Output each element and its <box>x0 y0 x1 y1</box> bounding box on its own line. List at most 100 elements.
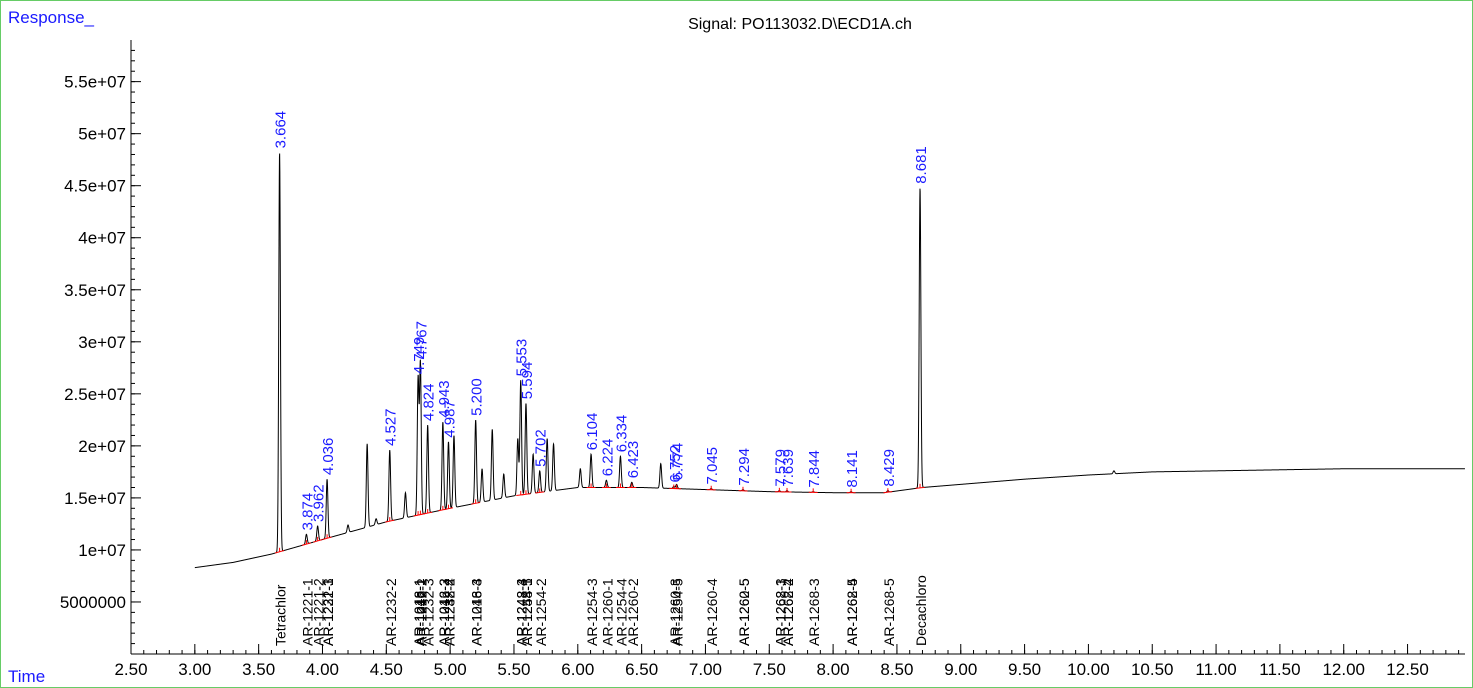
compound-label: AR-1232-1 <box>320 578 336 646</box>
compound-label: AR-1016-3 <box>436 578 452 646</box>
signal-trace <box>194 153 1465 569</box>
compound-label: AR-1260-5 <box>736 578 752 646</box>
peak-label: 4.767 <box>413 321 430 359</box>
x-tick-label: 8.00 <box>817 660 850 679</box>
x-tick-label: 4.50 <box>370 660 403 679</box>
y-tick-label: 5.5e+07 <box>64 73 126 92</box>
y-tick-label: 1e+07 <box>78 541 126 560</box>
compound-label: AR-1262-5 <box>844 578 860 646</box>
y-tick-label: 5000000 <box>60 593 126 612</box>
y-tick-label: 3e+07 <box>78 333 126 352</box>
y-tick-label: 2.5e+07 <box>64 385 126 404</box>
peak-label: 3.664 <box>273 111 290 149</box>
x-tick-label: 12.00 <box>1322 660 1365 679</box>
x-tick-label: 3.00 <box>178 660 211 679</box>
x-axis-title: Time <box>8 667 46 686</box>
compound-label: AR-1268-4 <box>844 578 860 646</box>
x-tick-label: 9.00 <box>944 660 977 679</box>
compound-label: AR-1254-2 <box>533 578 549 646</box>
compound-label: AR-1248-3 <box>469 578 485 646</box>
peak-label: 6.752 <box>667 445 684 483</box>
x-tick-label: 11.00 <box>1195 660 1236 679</box>
peak-label: 7.579 <box>772 449 789 487</box>
compound-label: AR-1248-5 <box>519 578 535 646</box>
peak-label: 6.224 <box>599 439 616 477</box>
x-tick-label: 10.00 <box>1067 660 1110 679</box>
peak-label: 4.749 <box>411 337 428 375</box>
compound-label: AR-1262-3 <box>772 578 788 646</box>
x-tick-label: 8.50 <box>880 660 913 679</box>
integration-baseline <box>423 511 433 515</box>
x-tick-label: 7.50 <box>753 660 786 679</box>
y-tick-label: 4.5e+07 <box>64 177 126 196</box>
x-tick-label: 7.00 <box>689 660 722 679</box>
compound-label: AR-1016-1 <box>411 578 427 646</box>
compound-label: AR-1268-2 <box>780 578 796 646</box>
x-tick-label: 9.50 <box>1008 660 1041 679</box>
peak-label: 4.943 <box>436 380 453 418</box>
peak-label: 7.294 <box>736 448 753 486</box>
y-tick-label: 4e+07 <box>78 229 126 248</box>
compound-label: AR-1016-4 <box>469 578 485 646</box>
compound-label: AR-1221-1 <box>299 578 315 646</box>
compound-label: AR-1248-1 <box>411 578 427 646</box>
peak-label: 6.423 <box>625 441 642 479</box>
y-tick-label: 1.5e+07 <box>64 489 126 508</box>
compound-label: AR-1242-1 <box>413 578 429 646</box>
x-tick-label: 12.50 <box>1386 660 1429 679</box>
x-tick-label: 5.50 <box>497 660 530 679</box>
peak-label: 6.104 <box>584 413 601 451</box>
compound-label: AR-1221-3 <box>320 578 336 646</box>
x-tick-label: 3.50 <box>242 660 275 679</box>
compound-label: AR-1262-4 <box>780 578 796 646</box>
axes: 2.50 3.00 3.50 4.00 4.50 5.00 5.50 6.00 6.50 7.00… <box>60 40 1465 679</box>
compound-label: AR-1242-2 <box>436 578 452 646</box>
peak-label: 5.702 <box>533 429 550 467</box>
signal-layer <box>194 153 1465 569</box>
compound-labels: Tetrachlor AR-1221-1AR-1221-2AR-1232-1AR-… <box>273 575 929 646</box>
compound-label: AR-1248-2 <box>441 578 457 646</box>
peak-label: 7.844 <box>806 450 823 488</box>
compound-label: AR-1262-5 <box>736 578 752 646</box>
peak-label: 8.141 <box>844 450 861 488</box>
compound-label: AR-1254-1 <box>519 578 535 646</box>
peak-label: 7.045 <box>704 447 721 485</box>
peak-label: 4.987 <box>441 400 458 438</box>
peak-label: 5.200 <box>469 378 486 416</box>
integration-baseline <box>915 486 925 489</box>
y-tick-label: 5e+07 <box>78 125 126 144</box>
peak-label: 6.334 <box>613 415 630 453</box>
x-tick-label: 5.00 <box>434 660 467 679</box>
compound-label: AR-1248-4 <box>514 578 530 646</box>
compound-label: AR-1254-3 <box>584 578 600 646</box>
y-tick-label: 3.5e+07 <box>64 281 126 300</box>
compound-label: AR-1232-2 <box>383 578 399 646</box>
compound-label: AR-1016-2 <box>413 578 429 646</box>
peak-label: 5.553 <box>514 339 531 377</box>
compound-label: AR-1260-4 <box>704 578 720 646</box>
compound-label: Tetrachlor <box>273 584 289 646</box>
x-tick-label: 4.00 <box>306 660 339 679</box>
peak-label: 8.429 <box>881 449 898 487</box>
compound-label: AR-1260-1 <box>599 578 615 646</box>
peak-label: 4.527 <box>383 408 400 446</box>
peak-label: 6.774 <box>670 443 687 481</box>
y-tick-label: 2e+07 <box>78 437 126 456</box>
compound-label: Decachloro <box>913 575 929 646</box>
peak-label: 8.681 <box>913 146 930 184</box>
chart-title: Signal: PO113032.D\ECD1A.ch <box>688 16 912 33</box>
peak-label: 7.639 <box>780 449 797 487</box>
x-tick-label: 2.50 <box>114 660 147 679</box>
y-axis-title: Response_ <box>8 8 95 27</box>
peak-label: 4.036 <box>320 438 337 476</box>
peak-label: 3.962 <box>311 484 328 522</box>
compound-label: AR-1268-1 <box>772 578 788 646</box>
compound-label: AR-1221-2 <box>311 578 327 646</box>
x-tick-label: 11.50 <box>1259 660 1300 679</box>
x-tick-label: 6.50 <box>625 660 658 679</box>
compound-label: AR-1268-5 <box>881 578 897 646</box>
compound-label: AR-1268-3 <box>806 578 822 646</box>
compound-label: AR-1232-4 <box>441 578 457 646</box>
